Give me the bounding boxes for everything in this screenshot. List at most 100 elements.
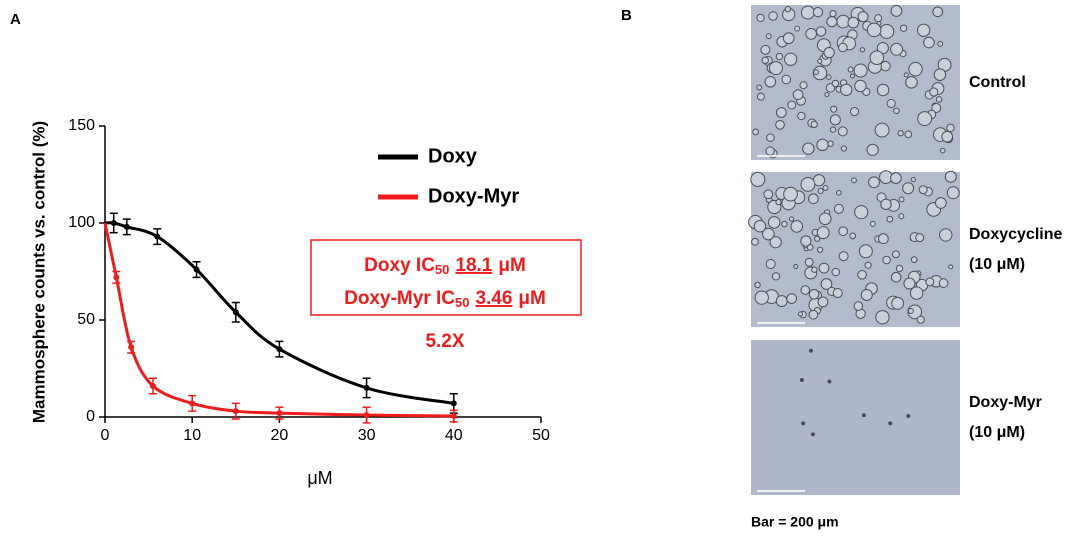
cell [781,220,788,228]
cell [784,52,798,66]
cell [877,233,889,245]
point [450,400,457,407]
fold-change: 5.2X [425,331,464,352]
point [363,412,370,419]
point [110,220,117,226]
cell [800,5,815,20]
x-tick-label: 30 [358,427,376,444]
cell [808,348,813,353]
cell [898,213,905,220]
cell [847,66,854,73]
cell [869,220,876,227]
cell [909,286,924,300]
point [276,410,283,417]
point [113,274,120,281]
cell [800,235,812,247]
cell [854,79,867,93]
point [193,266,200,273]
cell [787,100,797,110]
point [450,413,457,420]
cell [859,47,866,53]
annotation-box [310,239,582,316]
cell [903,72,909,78]
cell [861,413,866,418]
ic50-label: Doxy-Myr IC50 3.46 μM [344,288,546,310]
cell [916,315,925,324]
cell [860,288,873,301]
cell [766,133,775,142]
image-label: Doxycycline [969,226,1062,243]
fit-line [103,222,454,418]
cell [801,421,806,426]
point [123,223,130,230]
cell [835,189,842,196]
cell [940,147,946,154]
cell [768,61,783,76]
cell [891,296,905,310]
x-tick-label: 10 [183,427,201,444]
value: 18.1 [455,255,492,276]
cell [775,119,785,130]
cell [818,212,832,226]
point [154,233,161,240]
cell [783,186,798,202]
cell [918,185,928,195]
cell [890,5,903,17]
cell [760,44,771,55]
cell [754,281,761,289]
cell [775,107,787,118]
cell [804,257,814,267]
panel-label: B [621,7,632,24]
cell [810,432,815,437]
cell [849,73,855,79]
y-tick-label: 100 [68,214,95,231]
cell [756,13,765,22]
cell [762,227,775,241]
cell [880,60,891,72]
cell [775,199,782,206]
cell [829,10,837,18]
cell [790,220,804,233]
image-label: Control [969,74,1026,91]
cell [816,246,824,253]
subscript: 50 [455,295,469,310]
cell [849,107,860,117]
cell [800,177,816,192]
cell [816,138,829,152]
cell [840,145,847,152]
label: Doxy IC [364,255,435,276]
cell [929,87,939,97]
cell [765,146,775,156]
cell [934,197,947,209]
cell [822,184,829,191]
point [149,382,156,389]
unit: μM [518,288,545,309]
cell [948,264,954,270]
cell [767,216,781,229]
label: Doxy-Myr IC [344,288,455,309]
value: 3.46 [475,288,512,309]
cell [784,5,792,13]
cell [838,226,849,237]
cell [750,171,766,187]
cell [880,198,892,211]
point [128,344,135,351]
cell [754,290,769,305]
cell [792,89,804,100]
cell [890,172,902,184]
subscript: 50 [435,262,449,277]
cell [939,228,953,242]
cell [882,255,891,265]
x-tick-label: 50 [532,427,550,444]
micrograph [751,340,960,495]
cell [893,107,900,115]
cell [931,102,942,113]
y-tick-label: 0 [86,408,95,425]
cell [868,176,880,189]
cell [815,26,827,37]
cell [768,11,778,21]
cell [797,111,806,121]
legend-label: Doxy [428,145,478,167]
cell [794,25,801,32]
cell [830,105,838,113]
